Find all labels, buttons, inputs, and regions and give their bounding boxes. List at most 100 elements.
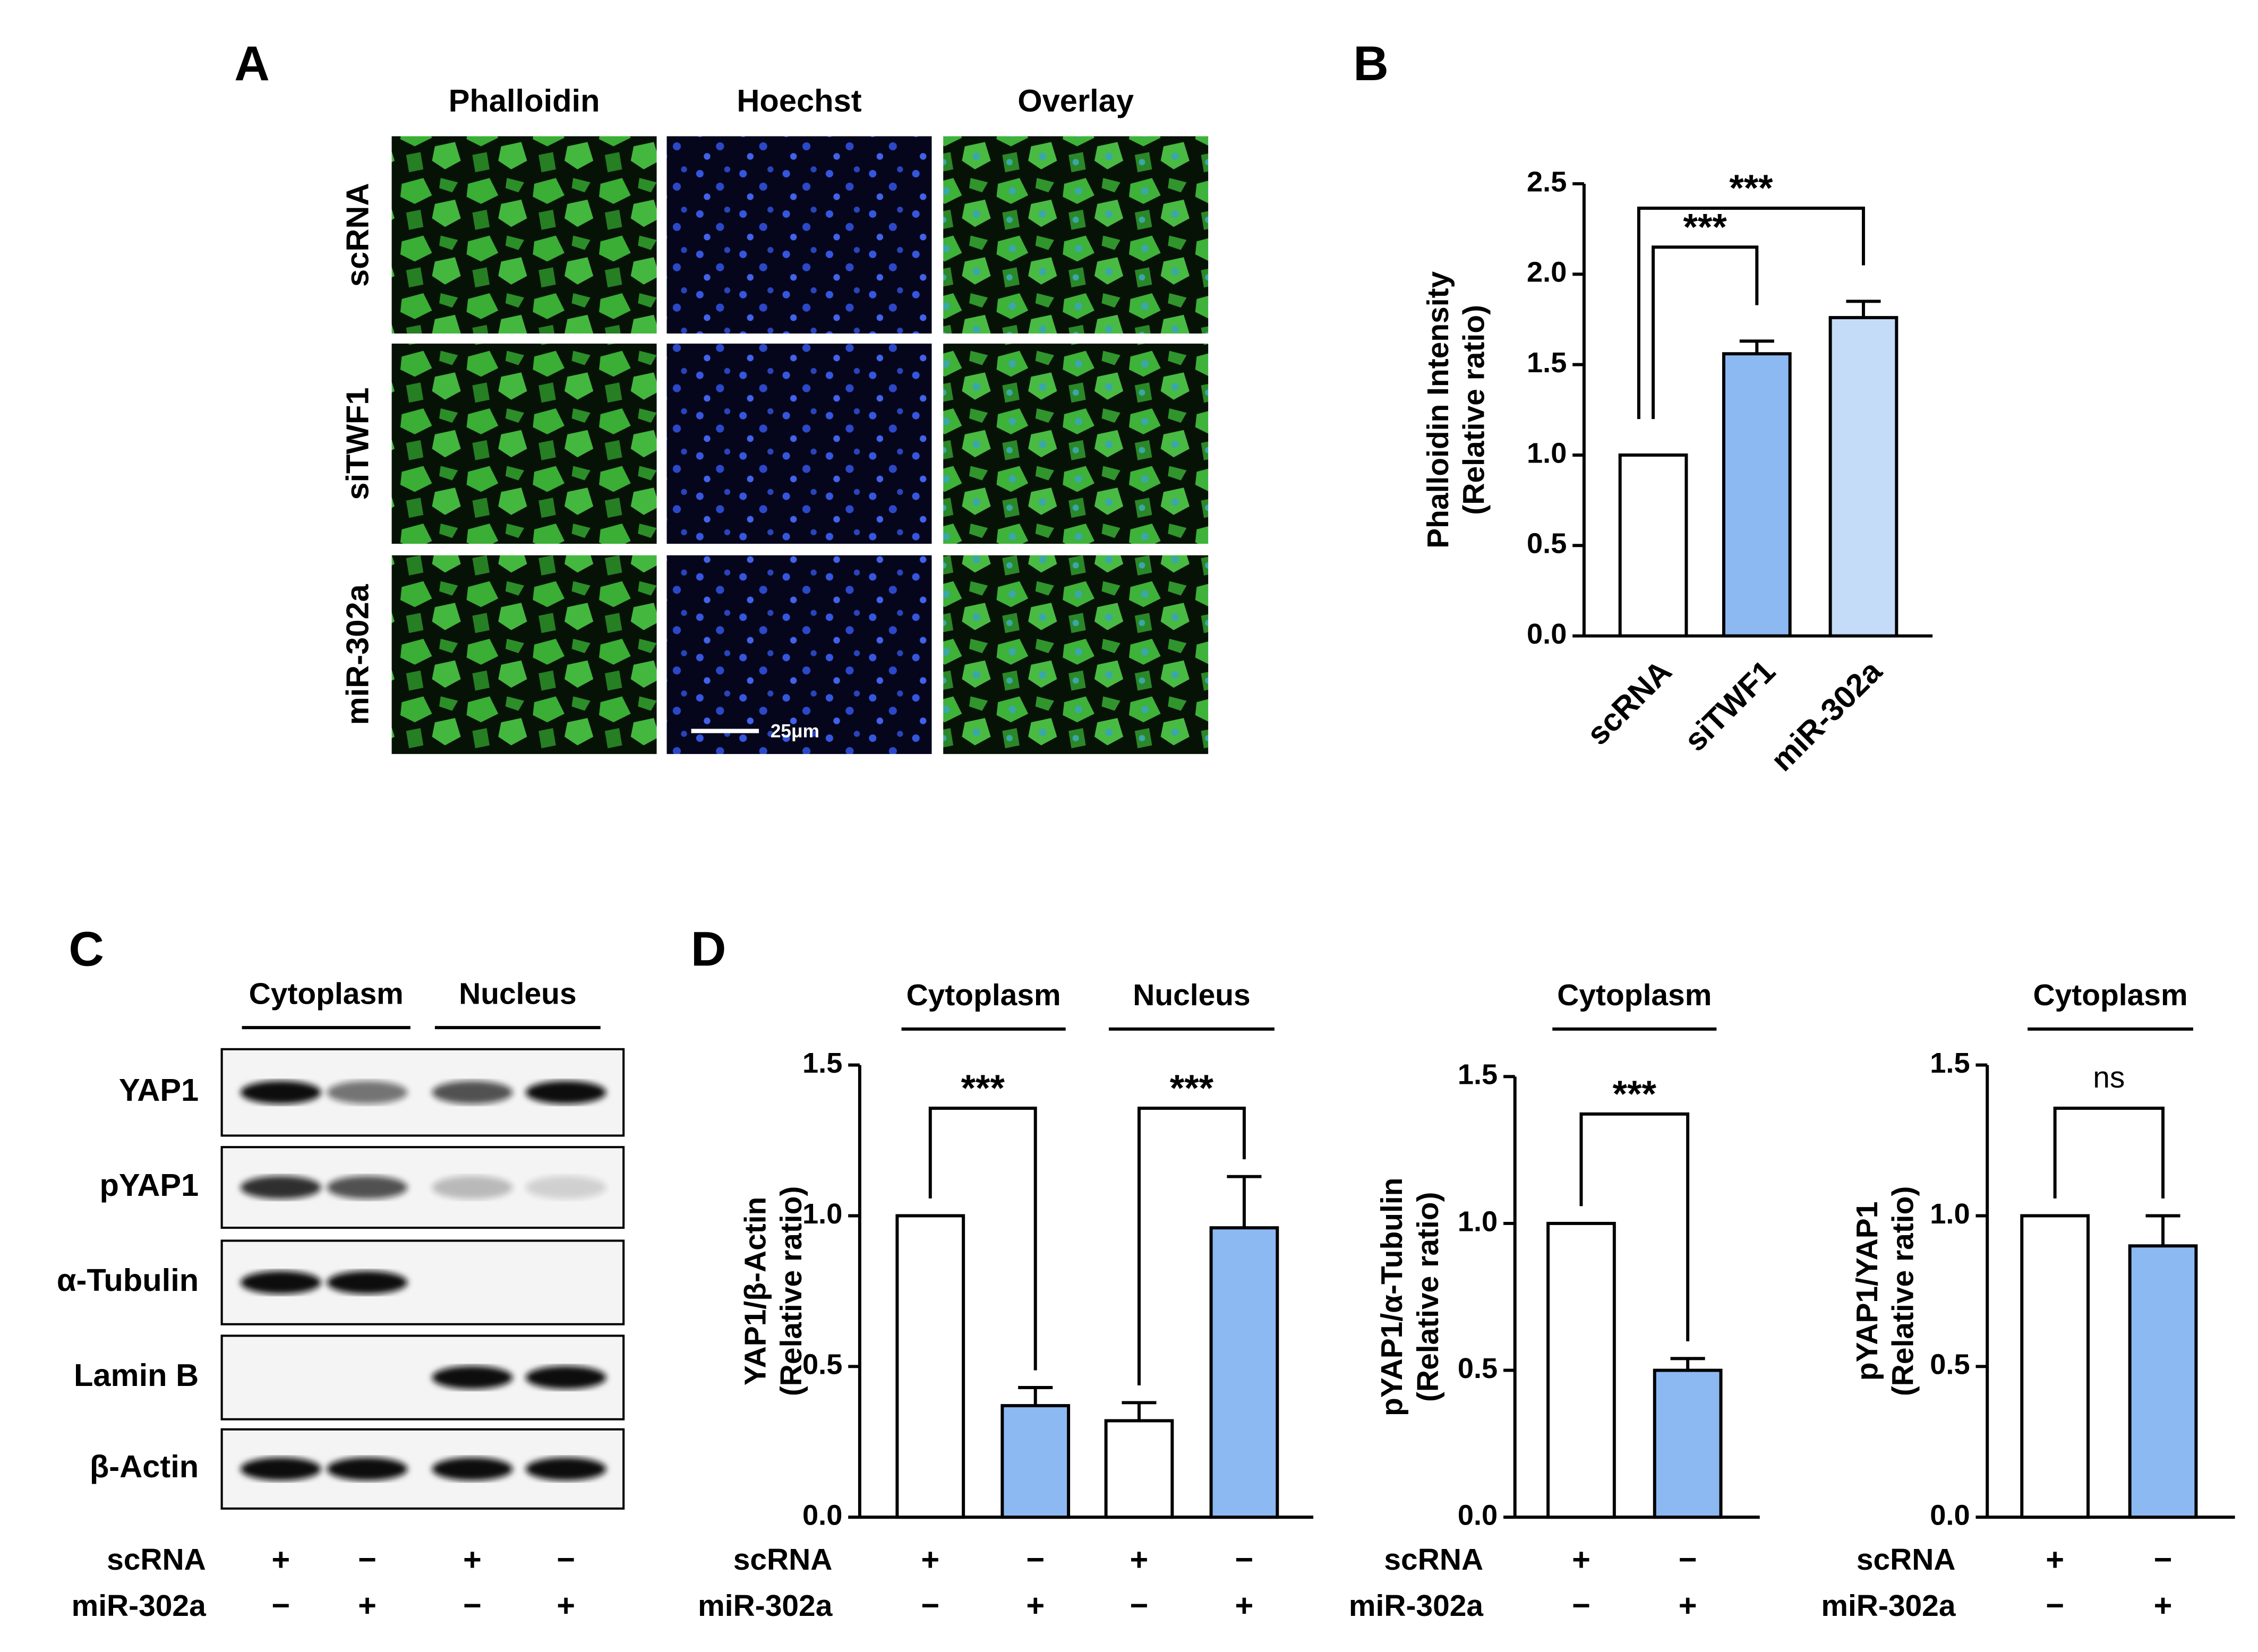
y-tick-label: 0.0 [1930, 1499, 1970, 1531]
y-tick-label: 1.5 [802, 1047, 842, 1079]
y-tick-label: 2.5 [1527, 166, 1567, 198]
blot-band [525, 1081, 606, 1104]
bar [1618, 453, 1688, 638]
condition-sign: + [1026, 1588, 1045, 1623]
significance-label: *** [961, 1067, 1005, 1109]
row-label: siTWF1 [340, 388, 375, 500]
condition-sign: − [2154, 1542, 2173, 1577]
y-axis-label: (Relative ratio) [774, 1186, 808, 1397]
micrograph [943, 344, 1209, 544]
micrograph [666, 136, 932, 334]
y-tick-label: 0.5 [1458, 1353, 1498, 1384]
significance-bracket [1579, 1112, 1690, 1341]
bar [1653, 1368, 1723, 1519]
condition-sign: − [1235, 1542, 1254, 1577]
row-label: miR-302a [340, 584, 375, 725]
y-tick-label: 1.0 [802, 1198, 842, 1230]
y-tick-label: 2.0 [1527, 256, 1567, 288]
y-tick-label: 1.0 [1527, 437, 1567, 469]
bar [2128, 1244, 2198, 1519]
condition-sign: + [358, 1588, 377, 1623]
condition-sign: − [1679, 1542, 1697, 1577]
condition-label: miR-302a [698, 1589, 833, 1623]
blot-band [525, 1457, 606, 1480]
significance-bracket [928, 1107, 1037, 1371]
group-label: Nucleus [1133, 978, 1250, 1012]
bar [1000, 1404, 1071, 1519]
y-tick-label: 0.5 [1527, 528, 1567, 560]
bar [1104, 1419, 1174, 1519]
group-label: Nucleus [459, 977, 576, 1011]
condition-sign: + [271, 1542, 290, 1577]
condition-sign: − [557, 1542, 575, 1577]
condition-label: scRNA [107, 1543, 206, 1577]
significance-bracket [1652, 245, 1759, 420]
y-axis-label: (Relative ratio) [1886, 1186, 1920, 1397]
y-tick-label: 0.0 [802, 1499, 842, 1531]
condition-sign: + [1679, 1588, 1697, 1623]
y-tick-label: 1.5 [1527, 347, 1567, 379]
column-header: Phalloidin [449, 83, 600, 118]
bar [1209, 1226, 1279, 1519]
panel-label: D [691, 921, 726, 976]
blot-band [240, 1176, 321, 1199]
condition-label: scRNA [1857, 1543, 1956, 1577]
group-label: Cytoplasm [906, 978, 1061, 1012]
protein-label: β-Actin [90, 1449, 199, 1484]
group-label: Cytoplasm [2033, 978, 2188, 1012]
condition-sign: + [2046, 1542, 2064, 1577]
condition-sign: − [1572, 1588, 1590, 1623]
x-tick-label: scRNA [1580, 653, 1679, 752]
micrograph [391, 136, 657, 334]
panel-label: B [1353, 36, 1389, 91]
significance-label: *** [1729, 167, 1773, 209]
x-tick-label: siTWF1 [1677, 653, 1782, 758]
condition-sign: − [463, 1588, 482, 1623]
significance-label: *** [1683, 206, 1727, 247]
protein-label: YAP1 [119, 1072, 199, 1108]
condition-sign: − [921, 1588, 939, 1623]
blot-band [240, 1457, 321, 1480]
condition-sign: − [271, 1588, 290, 1623]
protein-label: pYAP1 [99, 1167, 199, 1203]
micrograph [943, 555, 1209, 754]
condition-sign: − [1130, 1588, 1149, 1623]
significance-bracket [1137, 1107, 1246, 1385]
micrograph [666, 555, 932, 754]
bar [2020, 1214, 2090, 1519]
panel-label: A [234, 36, 270, 91]
y-tick-label: 1.5 [1930, 1047, 1970, 1079]
blot-band [240, 1271, 321, 1294]
bar [1828, 316, 1898, 638]
bar [1722, 352, 1792, 638]
protein-label: Lamin B [74, 1357, 199, 1393]
y-axis-label: pYAP1/YAP1 [1850, 1202, 1884, 1381]
significance-label: ns [2093, 1060, 2125, 1094]
condition-sign: + [557, 1588, 575, 1623]
y-tick-label: 0.5 [1930, 1349, 1970, 1381]
condition-sign: + [1130, 1542, 1149, 1577]
condition-sign: − [1026, 1542, 1045, 1577]
condition-sign: + [463, 1542, 482, 1577]
y-axis-label: YAP1/β-Actin [738, 1197, 772, 1385]
blot-band [432, 1081, 513, 1104]
column-header: Overlay [1017, 83, 1134, 118]
significance-bracket [1637, 207, 1865, 420]
group-label: Cytoplasm [249, 977, 404, 1011]
y-axis-label: (Relative ratio) [1457, 305, 1491, 515]
blot-band [327, 1081, 408, 1104]
scale-bar-label: 25μm [771, 721, 819, 742]
condition-sign: − [2046, 1588, 2064, 1623]
blot-band [525, 1366, 606, 1389]
blot-band [432, 1457, 513, 1480]
condition-label: miR-302a [1821, 1589, 1956, 1623]
micrograph [666, 344, 932, 544]
significance-label: *** [1170, 1067, 1214, 1109]
panel-label: C [69, 921, 104, 976]
micrograph [943, 136, 1209, 334]
y-tick-label: 1.5 [1458, 1059, 1498, 1091]
y-tick-label: 0.0 [1458, 1499, 1498, 1531]
condition-label: scRNA [733, 1543, 833, 1577]
row-label: scRNA [340, 183, 375, 287]
y-axis-label: (Relative ratio) [1411, 1192, 1445, 1402]
